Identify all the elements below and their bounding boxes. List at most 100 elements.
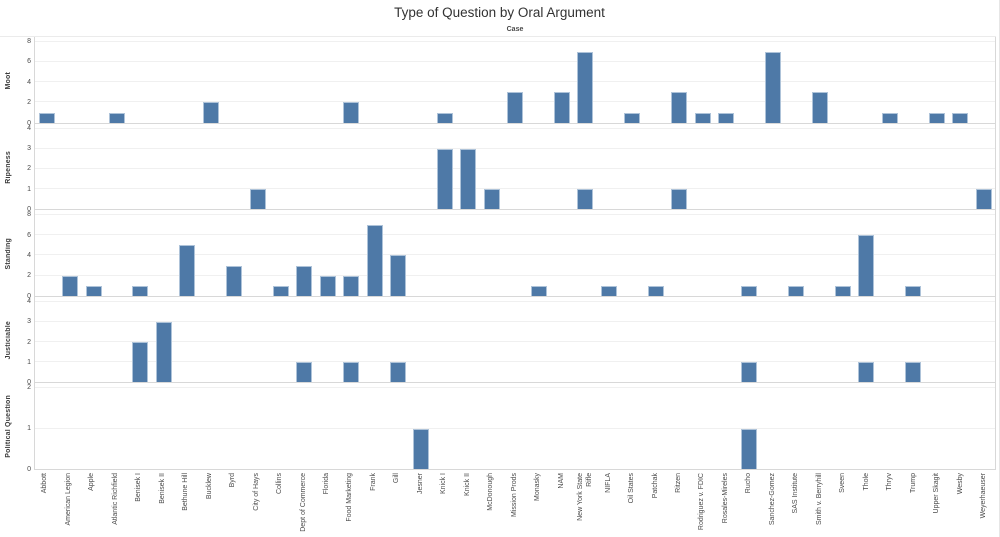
bar[interactable] [858,362,875,383]
row-axis: Moot [0,37,17,124]
y-tick-label: 3 [27,318,31,326]
bar[interactable] [553,92,570,123]
plot-justiciable [34,296,996,384]
chart-title: Type of Question by Oral Argument [394,5,605,20]
bar[interactable] [390,362,407,383]
bar-slot [831,129,854,210]
bar[interactable] [741,285,758,296]
bar[interactable] [319,275,336,296]
bar[interactable] [390,255,407,296]
x-axis-label-cell: Gill [386,470,409,537]
bar[interactable] [881,112,898,123]
bar[interactable] [741,428,758,469]
bar[interactable] [507,92,524,123]
bar[interactable] [296,362,313,383]
x-axis-label-cell: Knick I [433,470,456,537]
bar-slot [199,388,222,469]
bar[interactable] [179,245,196,296]
bar-slot [644,42,667,123]
bar[interactable] [858,235,875,296]
bar-slot [785,215,808,296]
gridline [35,427,995,429]
bar[interactable] [343,102,360,123]
bar[interactable] [132,285,149,296]
bar-slot [621,215,644,296]
bar[interactable] [741,362,758,383]
bar[interactable] [249,189,266,210]
bar-slot [621,388,644,469]
bar[interactable] [366,225,383,296]
bar[interactable] [671,92,688,123]
bar-slot [808,388,831,469]
bar[interactable] [717,112,734,123]
bar[interactable] [460,148,477,210]
bar[interactable] [835,285,852,296]
bar[interactable] [928,112,945,123]
bar[interactable] [975,189,992,210]
bar-slot [948,215,971,296]
bar[interactable] [764,52,781,123]
bar-slot [808,215,831,296]
x-axis-label-cell: SAS Institute [785,470,808,537]
bar-slot [105,215,128,296]
bar[interactable] [811,92,828,123]
bar[interactable] [38,112,55,123]
bar[interactable] [296,265,313,296]
bar[interactable] [952,112,969,123]
bar-slot [667,129,690,210]
x-axis-label-cell: Abbott [34,470,57,537]
bar[interactable] [108,112,125,123]
bar[interactable] [647,285,664,296]
bar[interactable] [905,285,922,296]
bar[interactable] [413,428,430,469]
bar-slot [808,302,831,383]
bar[interactable] [483,189,500,210]
bar-slot [176,215,199,296]
bar[interactable] [577,189,594,210]
bar[interactable] [694,112,711,123]
bar[interactable] [272,285,289,296]
x-axis-label-cell: Sanchez-Gomez [762,470,785,537]
bar[interactable] [624,112,641,123]
bar-slot [293,302,316,383]
bar[interactable] [600,285,617,296]
bar[interactable] [226,265,243,296]
y-axis-scale: 0 1 2 3 4 [17,298,34,387]
bar-slot [222,129,245,210]
x-axis-label: Weyerhaeuser [980,473,988,519]
bar-slot [785,42,808,123]
bar[interactable] [343,275,360,296]
x-axis-label-cell: Knick II [456,470,479,537]
bar[interactable] [530,285,547,296]
bar-slot [503,388,526,469]
bar-slot [457,42,480,123]
bar[interactable] [436,148,453,210]
bar-slot [644,129,667,210]
x-axis-label-cell: Thole [855,470,878,537]
bar[interactable] [343,362,360,383]
bar-slot [550,215,573,296]
x-axis-label-cell: Benisek I [128,470,151,537]
bar[interactable] [132,342,149,383]
bar[interactable] [202,102,219,123]
bar-slot [644,388,667,469]
bar-slot [433,302,456,383]
x-axis-label-cell: Byrd [222,470,245,537]
bar[interactable] [155,321,172,383]
bar[interactable] [436,112,453,123]
bar[interactable] [788,285,805,296]
bar[interactable] [577,52,594,123]
bar-slot [972,388,995,469]
bar-slot [597,42,620,123]
y-tick-label: 2 [27,99,31,107]
bar[interactable] [85,285,102,296]
panel-moot: Moot 0 2 4 6 8 [0,37,996,127]
x-axis-label-cell: Ritzen [668,470,691,537]
bar[interactable] [671,189,688,210]
bar[interactable] [905,362,922,383]
bar-slot [386,388,409,469]
bar-slot [410,302,433,383]
y-axis-moot: 0 2 4 6 8 [17,37,34,127]
bar[interactable] [62,275,79,296]
x-axis-label: Monasky [534,473,542,502]
